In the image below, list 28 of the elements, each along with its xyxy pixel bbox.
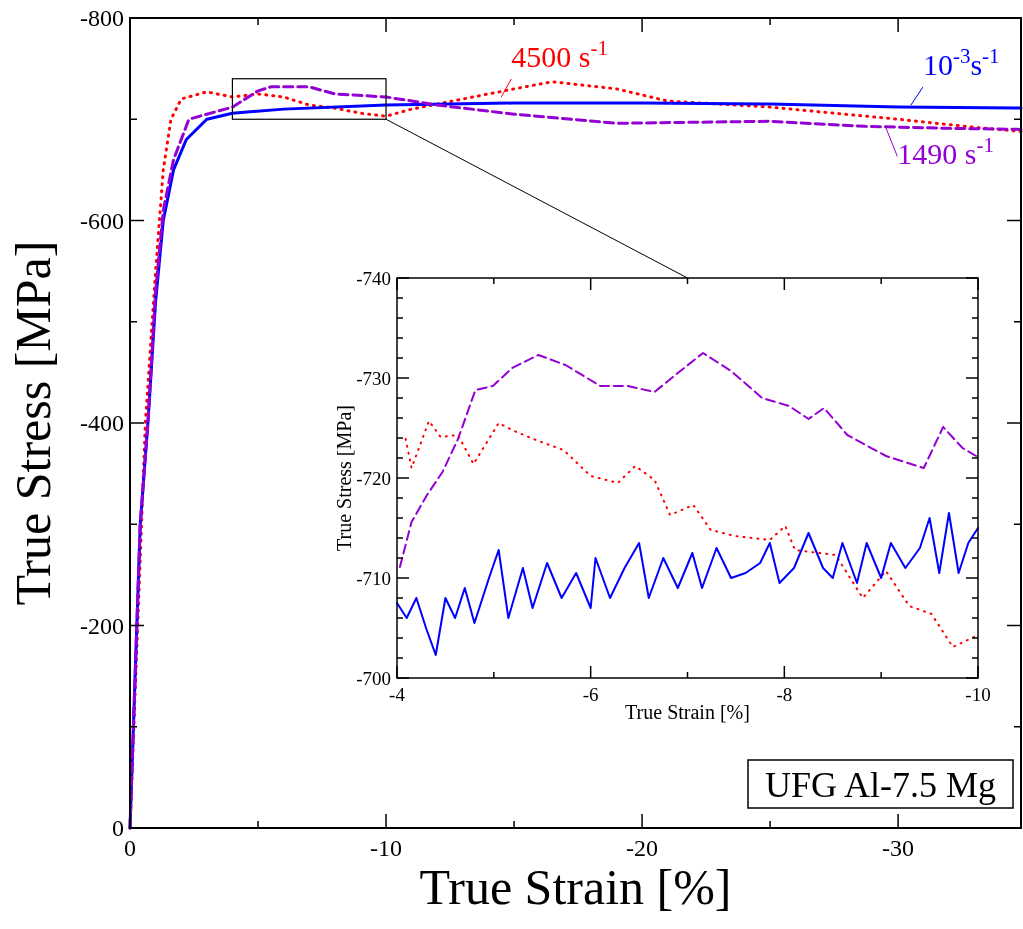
line-series bbox=[396, 512, 979, 656]
y-axis-title: True Stress [MPa] bbox=[5, 240, 61, 606]
annotation: 10$^{-3}$s$^{-1}$ bbox=[922, 44, 1000, 82]
x-tick-label: -4 bbox=[389, 684, 406, 705]
y-tick-label: -800 bbox=[80, 5, 124, 32]
x-tick-label: -10 bbox=[965, 684, 991, 705]
annotation: 1490 s$^{-1}$ bbox=[897, 133, 994, 171]
x-tick-label: -20 bbox=[626, 835, 659, 861]
y-tick-label: -720 bbox=[356, 467, 391, 489]
x-axis-title: True Strain [%] bbox=[419, 859, 732, 915]
x-tick-label: -30 bbox=[882, 835, 915, 861]
annotation: UFG Al-7.5 Mg bbox=[764, 764, 997, 805]
y-tick-label: -700 bbox=[356, 667, 391, 689]
x-tick-label: -10 bbox=[370, 835, 403, 861]
line-series bbox=[398, 352, 978, 568]
y-tick-label: 0 bbox=[112, 815, 124, 842]
y-tick-label: -740 bbox=[356, 267, 391, 289]
y-tick-label: -200 bbox=[80, 612, 124, 639]
y-tick-label: -710 bbox=[356, 567, 391, 589]
y-tick-label: -600 bbox=[80, 207, 124, 234]
y-tick-label: -730 bbox=[356, 367, 391, 389]
y-axis-title: True Stress [MPa] bbox=[333, 405, 355, 551]
x-tick-label: -8 bbox=[776, 684, 793, 705]
x-axis-title: True Strain [%] bbox=[625, 701, 750, 723]
x-tick-label: -6 bbox=[582, 684, 599, 705]
y-tick-label: -400 bbox=[80, 410, 124, 437]
line-series bbox=[404, 420, 976, 648]
annotation: 4500 s$^{-1}$ bbox=[511, 35, 608, 73]
